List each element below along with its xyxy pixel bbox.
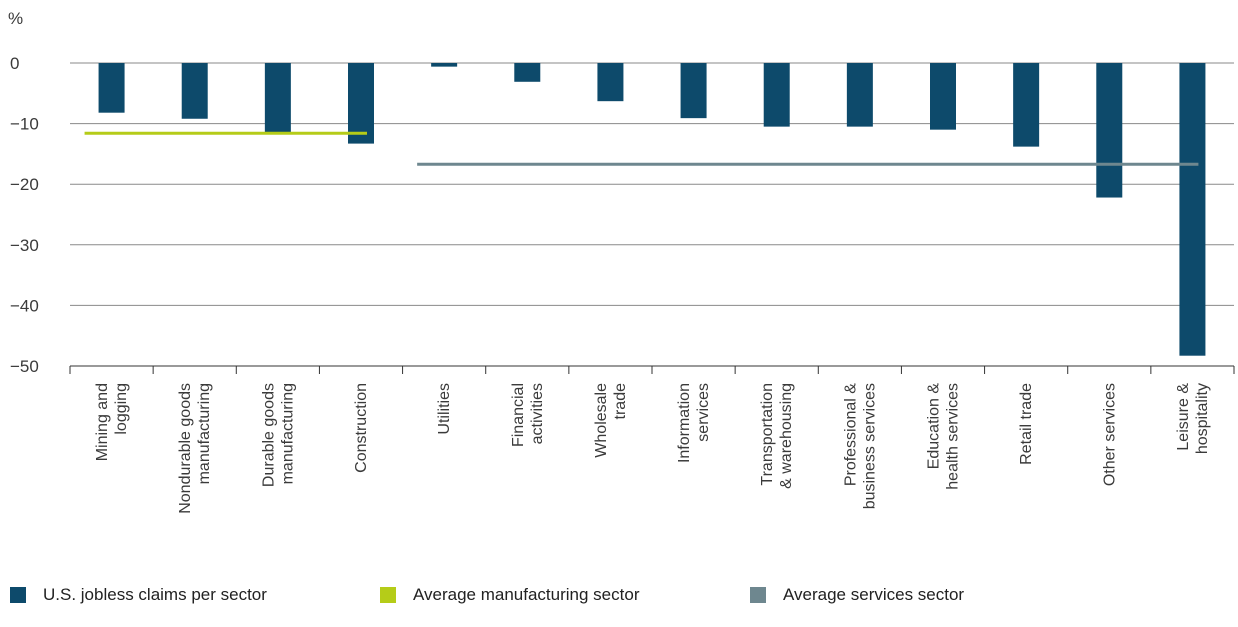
category-label-line: Wholesale (593, 383, 610, 458)
category-label: Professional & business services (842, 383, 878, 510)
y-tick-label: 0 (10, 54, 19, 73)
category-label-line: Utilities (436, 383, 453, 435)
legend-label-average-services: Average services sector (783, 585, 965, 604)
y-tick-label: −20 (10, 175, 39, 194)
category-label: Education & health services (926, 383, 962, 490)
category-label-line: Retail trade (1018, 383, 1035, 465)
category-label: Other services (1101, 383, 1118, 486)
chart-legend: U.S. jobless claims per sector Average m… (10, 582, 964, 608)
legend-swatch-jobless-claims (10, 587, 26, 603)
category-label: Retail trade (1018, 383, 1035, 465)
y-tick-label: −40 (10, 296, 39, 315)
bar (1096, 63, 1123, 198)
y-tick-label: −30 (10, 236, 39, 255)
bar (846, 63, 873, 127)
category-label-line: Mining and (94, 383, 111, 461)
category-label: Mining and logging (94, 383, 130, 461)
bar (763, 63, 790, 127)
category-label-line: Leisure & (1175, 383, 1192, 451)
bar (348, 63, 374, 144)
legend-item-average-manufacturing: Average manufacturing sector (380, 585, 750, 605)
bar (1013, 63, 1040, 147)
y-tick-label: −50 (10, 357, 39, 376)
legend-swatch-average-services (750, 587, 766, 603)
bar (431, 63, 458, 67)
category-label-line: Other services (1101, 383, 1118, 486)
category-label-line: Transportation (759, 383, 776, 486)
category-label: Utilities (436, 383, 453, 435)
category-label-line: services (695, 383, 712, 442)
category-label-line: & warehousing (778, 383, 795, 489)
category-label-line: Financial (510, 383, 527, 447)
legend-item-jobless-claims: U.S. jobless claims per sector (10, 585, 380, 605)
category-label-line: manufacturing (196, 383, 213, 484)
bar (930, 63, 956, 130)
bar (680, 63, 707, 119)
category-label-line: business services (861, 383, 878, 509)
bar (1179, 63, 1206, 356)
category-label-line: Education & (926, 383, 943, 470)
category-label: Durable goods manufacturing (260, 383, 296, 487)
category-label-line: logging (113, 383, 130, 435)
bar (264, 63, 291, 134)
category-label-line: Information (676, 383, 693, 463)
y-tick-label: −10 (10, 115, 39, 134)
legend-swatch-average-manufacturing (380, 587, 396, 603)
bar (98, 63, 125, 113)
category-label-line: Nondurable goods (177, 383, 194, 514)
bar-chart: % 0 −10 −20 −30 −40 −50 Mining and logging Nond… (8, 9, 1235, 514)
legend-label-jobless-claims: U.S. jobless claims per sector (43, 585, 267, 604)
category-label: Wholesale trade (593, 383, 629, 458)
category-label-line: trade (612, 383, 629, 420)
category-label: Information services (676, 383, 712, 463)
legend-item-average-services: Average services sector (750, 585, 964, 605)
category-label-line: manufacturing (279, 383, 296, 484)
category-label: Leisure & hospitality (1175, 383, 1211, 454)
legend-label-average-manufacturing: Average manufacturing sector (413, 585, 640, 604)
category-label-line: Professional & (842, 383, 859, 486)
category-label-line: Construction (353, 383, 370, 473)
category-label: Nondurable goods manufacturing (177, 383, 213, 514)
y-axis-unit-label: % (8, 9, 23, 28)
bar (597, 63, 624, 102)
category-label-line: Durable goods (260, 383, 277, 487)
category-label: Construction (353, 383, 370, 473)
bar (181, 63, 208, 119)
category-label-line: health services (945, 383, 962, 490)
category-label-line: hospitality (1194, 383, 1211, 454)
category-label-line: activities (529, 383, 546, 444)
bar (514, 63, 541, 82)
category-label: Financial activities (510, 383, 546, 447)
category-label: Transportation & warehousing (759, 383, 795, 489)
